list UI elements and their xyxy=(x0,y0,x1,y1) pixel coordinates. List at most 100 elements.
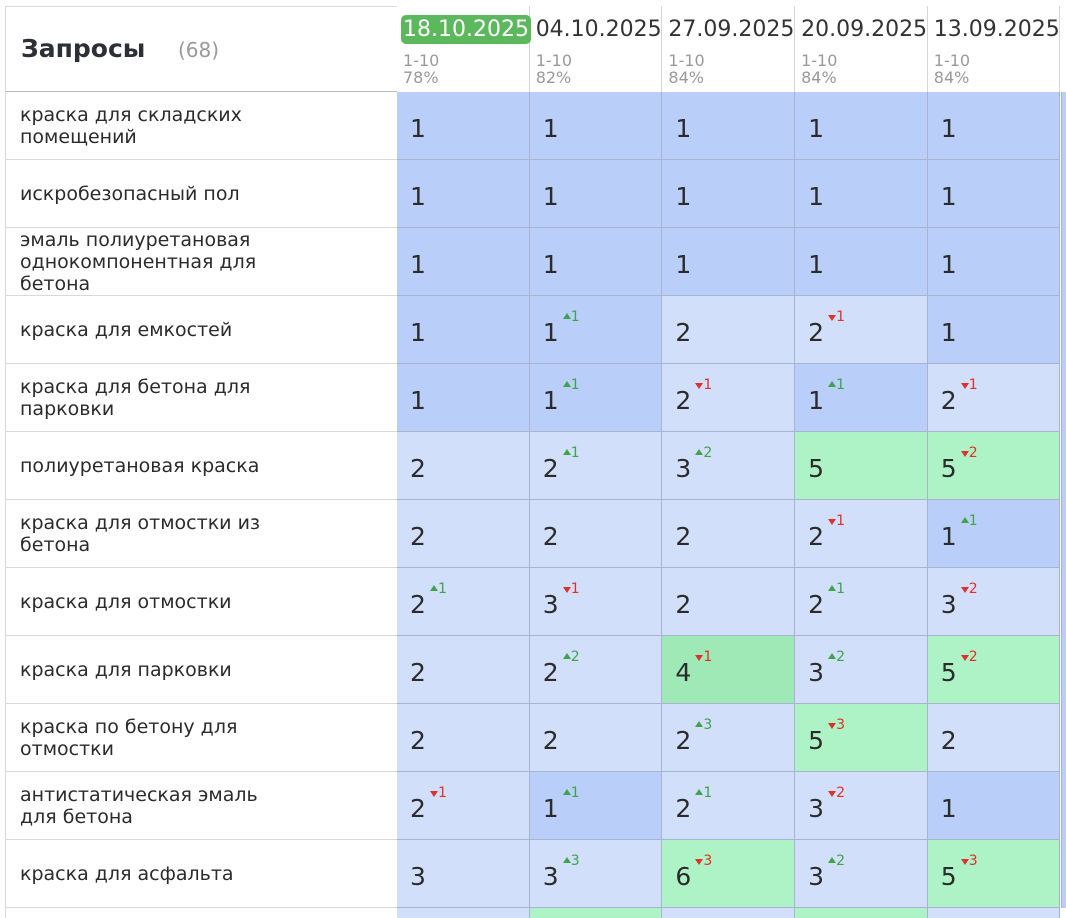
position: 1 xyxy=(675,114,691,143)
position-change: 1 xyxy=(703,649,712,665)
position-cell: 1 xyxy=(397,92,530,160)
position-change: 3 xyxy=(703,853,712,869)
position: 2 xyxy=(410,522,426,551)
change-arrow xyxy=(961,859,969,865)
position: 2 xyxy=(675,386,691,415)
position-cell: 3 xyxy=(397,840,530,908)
column-range: 1-10 xyxy=(801,53,837,69)
change-arrow xyxy=(828,381,836,387)
position: 2 xyxy=(675,726,691,755)
position: 2 xyxy=(808,522,824,551)
position-change: 2 xyxy=(969,649,978,665)
change-arrow xyxy=(430,791,438,797)
position: 2 xyxy=(543,726,559,755)
position: 3 xyxy=(808,862,824,891)
position: 3 xyxy=(543,590,559,619)
column-percent: 82% xyxy=(536,70,572,86)
change-arrow xyxy=(695,383,703,389)
position-cell: 1 xyxy=(928,160,1061,228)
position: 2 xyxy=(410,590,426,619)
position: 1 xyxy=(410,182,426,211)
position: 2 xyxy=(941,386,957,415)
column-date: 27.09.2025 xyxy=(666,15,796,44)
change-arrow xyxy=(828,791,836,797)
position-cell: 2 xyxy=(662,296,795,364)
position: 1 xyxy=(808,182,824,211)
position: 3 xyxy=(941,590,957,619)
change-arrow xyxy=(563,313,571,319)
position-cell: 2 xyxy=(530,500,663,568)
position-cell: 2 xyxy=(662,568,795,636)
position-cell: 5 xyxy=(795,432,928,500)
change-arrow xyxy=(828,585,836,591)
query: эмаль полиуретановая однокомпонентная дл… xyxy=(5,228,397,296)
position: 1 xyxy=(543,114,559,143)
position-cell: 1 xyxy=(928,92,1061,160)
position-cell: 1 xyxy=(662,228,795,296)
position-change: 1 xyxy=(703,785,712,801)
position: 1 xyxy=(808,386,824,415)
column-range: 1-10 xyxy=(536,53,572,69)
position: 1 xyxy=(543,794,559,823)
position-cell: 1 xyxy=(795,92,928,160)
position-change: 1 xyxy=(571,581,580,597)
position: 6 xyxy=(675,862,691,891)
change-arrow xyxy=(961,655,969,661)
position: 2 xyxy=(808,590,824,619)
position-cell: 2 xyxy=(397,636,530,704)
change-arrow xyxy=(828,653,836,659)
position: 2 xyxy=(808,318,824,347)
position: 1 xyxy=(941,522,957,551)
column-range: 1-10 xyxy=(403,53,439,69)
position-change: 1 xyxy=(438,785,447,801)
query: краска для асфальта xyxy=(5,840,397,908)
position: 1 xyxy=(941,318,957,347)
position-change: 1 xyxy=(836,377,845,393)
position: 5 xyxy=(941,658,957,687)
position: 1 xyxy=(543,250,559,279)
cell-stub xyxy=(397,908,530,918)
change-arrow xyxy=(961,587,969,593)
position: 2 xyxy=(675,794,691,823)
position-change: 1 xyxy=(703,377,712,393)
position-cell: 2 xyxy=(397,432,530,500)
query: антистатическая эмаль для бетона xyxy=(5,772,397,840)
position-change: 2 xyxy=(969,445,978,461)
change-arrow xyxy=(961,451,969,457)
position-cell: 2 xyxy=(662,500,795,568)
position: 2 xyxy=(410,794,426,823)
position: 1 xyxy=(808,250,824,279)
position: 2 xyxy=(410,658,426,687)
position: 2 xyxy=(941,726,957,755)
position-cell: 1 xyxy=(795,228,928,296)
position: 1 xyxy=(941,250,957,279)
column-percent: 78% xyxy=(403,70,439,86)
position-change: 2 xyxy=(836,649,845,665)
position: 2 xyxy=(543,658,559,687)
position-cell: 1 xyxy=(530,228,663,296)
position-change: 1 xyxy=(836,309,845,325)
position-change: 1 xyxy=(836,513,845,529)
position: 2 xyxy=(675,318,691,347)
column-date: 04.10.2025 xyxy=(534,15,664,44)
change-arrow xyxy=(695,789,703,795)
column-date: 18.10.2025 xyxy=(401,15,531,44)
